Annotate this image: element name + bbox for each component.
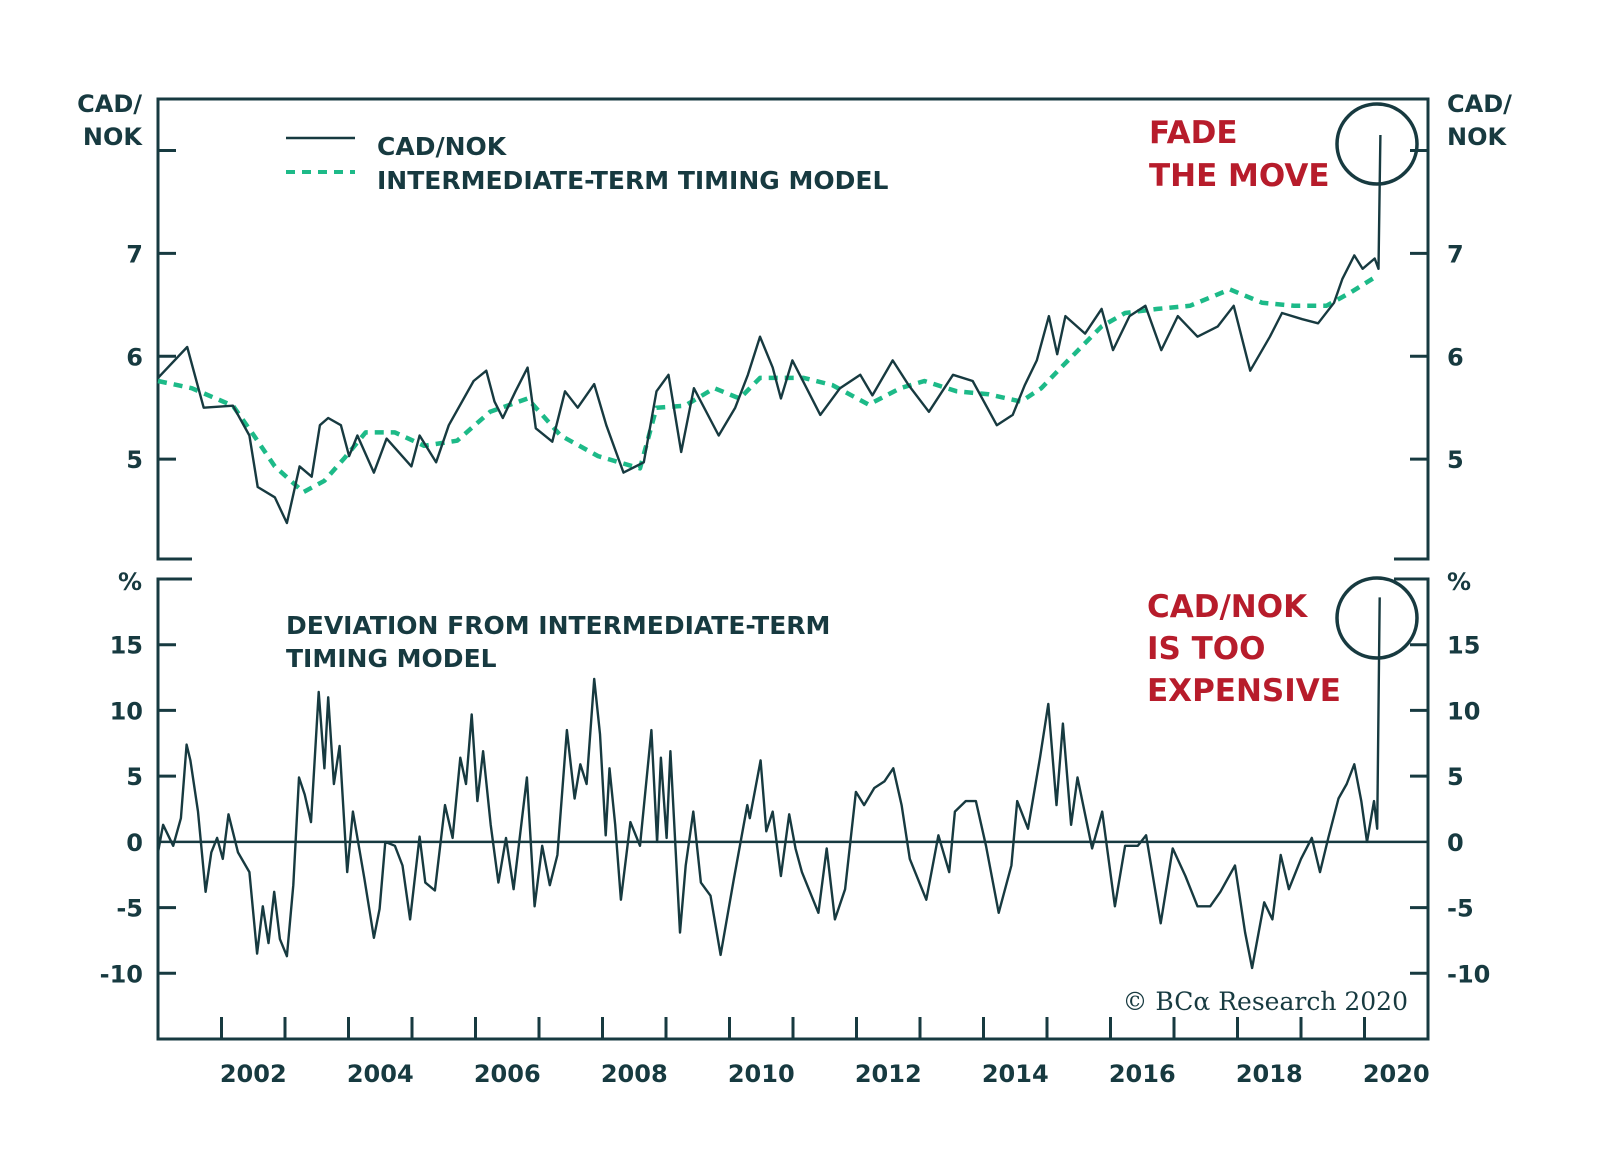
series-lines [156, 134, 1382, 970]
xtick-label-2016: 2016 [1109, 1060, 1176, 1088]
annotation-fade-line2: THE MOVE [1149, 158, 1330, 194]
bottom-left-axis-label: % [118, 568, 142, 596]
top-left-ytick-label: 7 [126, 240, 143, 268]
highlight-circle-top [1335, 102, 1419, 186]
top-left-axis-label-line2: NOK [83, 123, 143, 151]
bottom-panel-title-line2: TIMING MODEL [286, 644, 497, 673]
xtick-label-2014: 2014 [982, 1060, 1049, 1088]
bottom-left-ytick-label: -5 [116, 895, 143, 923]
xtick-label-2006: 2006 [474, 1060, 541, 1088]
bottom-right-ytick-label: 10 [1447, 697, 1480, 725]
highlight-circle-bottom [1335, 576, 1419, 660]
top-left-ytick-label: 6 [126, 343, 143, 371]
bottom-panel-title-line1: DEVIATION FROM INTERMEDIATE-TERM [286, 611, 830, 640]
copyright-text: © BCα Research 2020 [1122, 987, 1408, 1016]
panel-frames [156, 97, 1430, 1041]
xtick-label-2004: 2004 [347, 1060, 414, 1088]
bottom-left-ytick-label: 10 [110, 697, 143, 725]
top-right-ytick-label: 5 [1447, 446, 1464, 474]
annotation-expensive-line2: IS TOO [1147, 631, 1266, 667]
legend-label-model: INTERMEDIATE-TERM TIMING MODEL [377, 166, 888, 195]
top-right-ytick-label: 6 [1447, 343, 1464, 371]
axis-ticks [158, 148, 1428, 1039]
series-line-timing-model [157, 273, 1380, 495]
annotation-expensive-line1: CAD/NOK [1147, 589, 1308, 625]
top-panel-frame [156, 97, 1430, 561]
xtick-label-2018: 2018 [1236, 1060, 1303, 1088]
top-left-ytick-label: 5 [126, 446, 143, 474]
top-right-axis-label-line2: NOK [1447, 123, 1507, 151]
xtick-label-2010: 2010 [728, 1060, 795, 1088]
legend: CAD/NOK INTERMEDIATE-TERM TIMING MODEL [286, 132, 888, 195]
bottom-right-ytick-label: -10 [1447, 960, 1490, 988]
bottom-right-ytick-label: 0 [1447, 829, 1464, 857]
xtick-label-2012: 2012 [855, 1060, 922, 1088]
axis-tick-labels: 5 5 6 6 7 7 -10 -10 -5 -5 0 0 5 5 10 10 15 15 2002 2004 2006… [100, 240, 1491, 1088]
bottom-right-axis-label: % [1447, 568, 1471, 596]
bottom-left-ytick-label: -10 [100, 960, 143, 988]
bottom-right-ytick-label: -5 [1447, 895, 1474, 923]
top-right-ytick-label: 7 [1447, 240, 1464, 268]
bottom-left-ytick-label: 5 [126, 763, 143, 791]
xtick-label-2020: 2020 [1363, 1060, 1430, 1088]
bottom-left-ytick-label: 0 [126, 829, 143, 857]
legend-label-cadnok: CAD/NOK [377, 132, 508, 161]
annotation-expensive-line3: EXPENSIVE [1147, 673, 1341, 709]
top-right-axis-label-line1: CAD/ [1447, 90, 1512, 118]
bottom-right-ytick-label: 15 [1447, 632, 1480, 660]
bottom-left-ytick-label: 15 [110, 632, 143, 660]
series-line-cadnok [157, 134, 1382, 525]
annotation-fade-line1: FADE [1149, 115, 1238, 151]
bottom-right-ytick-label: 5 [1447, 763, 1464, 791]
xtick-label-2002: 2002 [220, 1060, 287, 1088]
top-left-axis-label-line1: CAD/ [77, 90, 142, 118]
xtick-label-2008: 2008 [601, 1060, 668, 1088]
series-line-deviation [156, 597, 1381, 970]
